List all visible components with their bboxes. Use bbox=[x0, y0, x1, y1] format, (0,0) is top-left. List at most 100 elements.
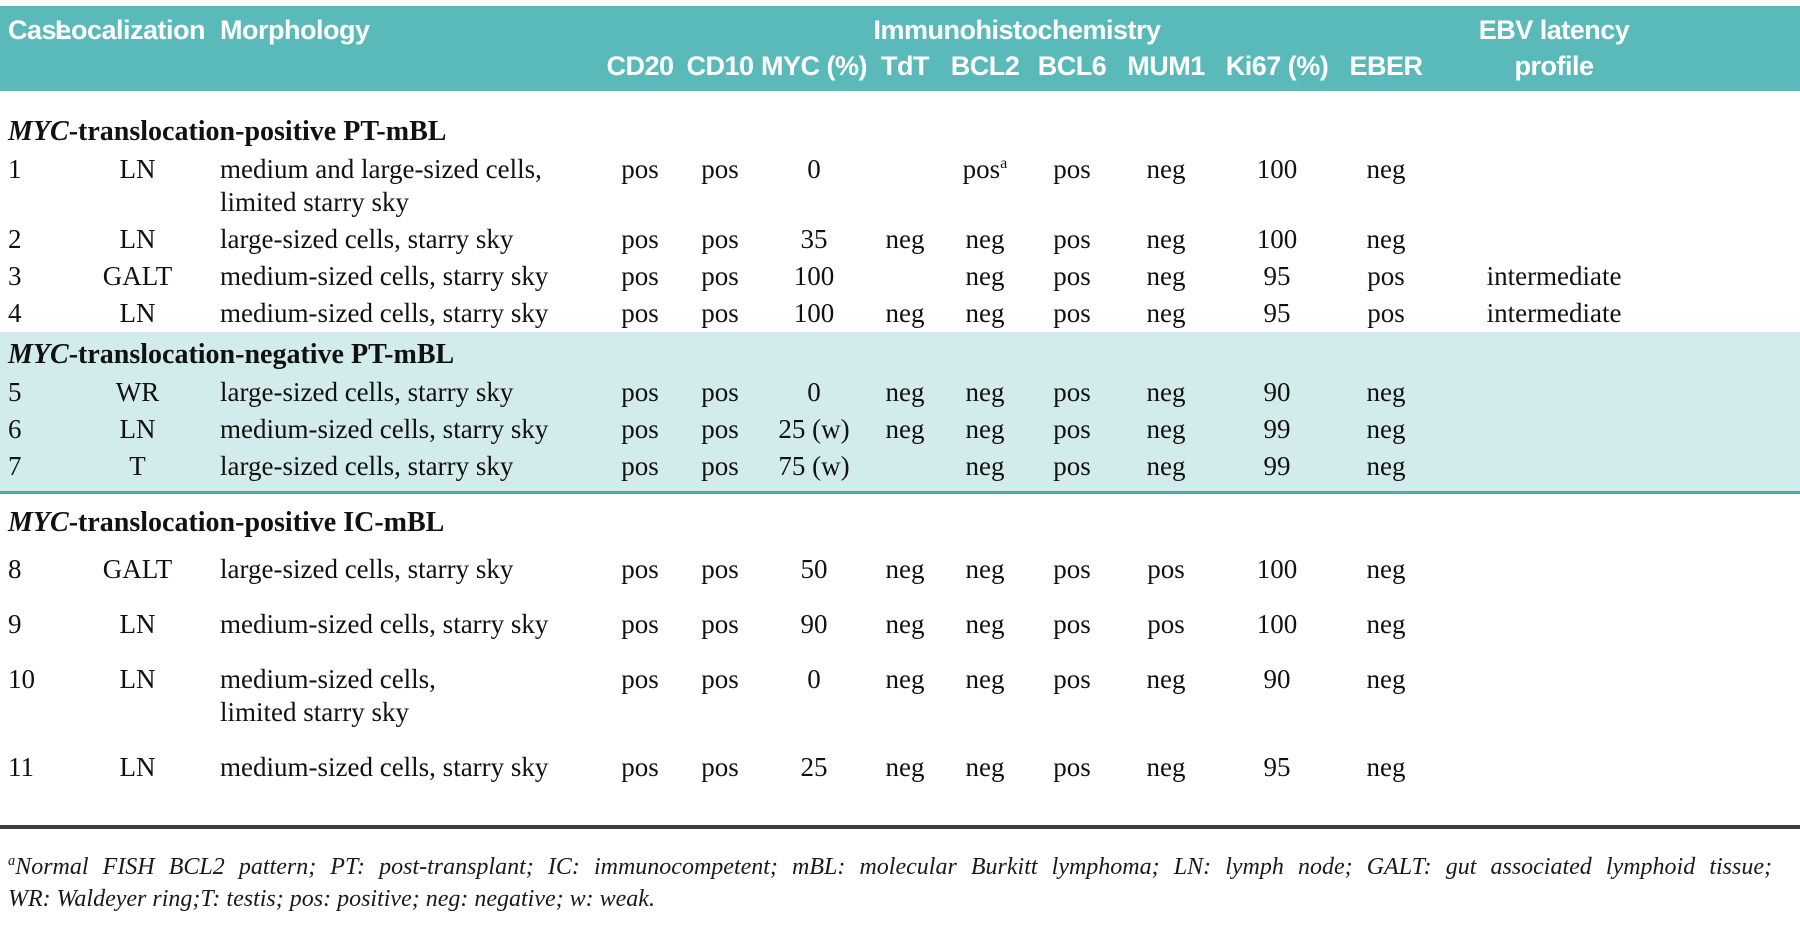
mum1-cell: neg bbox=[1146, 224, 1186, 254]
section-title-gene: MYC bbox=[8, 116, 69, 147]
col-header-tdt: TdT bbox=[868, 48, 942, 91]
ki67-cell: 90 bbox=[1263, 664, 1291, 694]
morphology-cell: medium-sized cells, starry sky bbox=[220, 258, 600, 295]
tdt-cell: neg bbox=[885, 752, 925, 782]
col-header-immunohistochemistry-group: Immunohistochemistry bbox=[600, 6, 1435, 48]
bcl2-value: neg bbox=[965, 224, 1005, 254]
cd10-cell: pos bbox=[701, 261, 739, 291]
ebv-latency-cell bbox=[1434, 542, 1674, 597]
localization-cell: LN bbox=[119, 752, 156, 782]
ebv-latency-cell bbox=[1434, 740, 1674, 795]
section-title-row: MYC-translocation-positive IC-mBL bbox=[0, 493, 1800, 543]
cd20-cell: pos bbox=[621, 609, 659, 639]
footnote: aNormal FISH BCL2 pattern; PT: post-tran… bbox=[0, 851, 1800, 915]
row-filler bbox=[1674, 258, 1800, 295]
table-row: 8 GALT large-sized cells, starry sky pos pos… bbox=[0, 542, 1800, 597]
ebv-latency-cell bbox=[1434, 448, 1675, 494]
header-row-1: Case Localization Morphology Immunohisto… bbox=[0, 6, 1800, 91]
morphology-line-1: large-sized cells, starry sky bbox=[220, 451, 514, 481]
row-filler bbox=[1674, 411, 1800, 448]
row-filler bbox=[1674, 295, 1800, 332]
cd10-cell: pos bbox=[680, 374, 760, 411]
morphology-line-1: large-sized cells, starry sky bbox=[220, 377, 514, 407]
ki67-cell: 95 bbox=[1263, 298, 1291, 328]
morphology-cell: medium-sized cells, starry sky bbox=[220, 295, 600, 332]
bcl2-cell: neg bbox=[942, 374, 1028, 411]
localization-cell: LN bbox=[119, 298, 156, 328]
case-cell: 1 bbox=[8, 154, 22, 184]
myc-cell: 50 bbox=[800, 554, 828, 584]
section-title: MYC-translocation-positive IC-mBL bbox=[0, 493, 1800, 543]
cd10-cell: pos bbox=[701, 609, 739, 639]
col-header-ebv-latency-line1: EBV latency bbox=[1434, 6, 1675, 48]
bcl6-cell: pos bbox=[1053, 261, 1091, 291]
bcl2-value: neg bbox=[965, 298, 1005, 328]
section-title: MYC-translocation-positive PT-mBL bbox=[0, 91, 1800, 151]
bcl2-cell: neg bbox=[942, 258, 1028, 295]
tdt-cell: neg bbox=[868, 374, 942, 411]
section-title-gene: MYC bbox=[8, 507, 69, 538]
morphology-line-1: medium-sized cells, starry sky bbox=[220, 752, 549, 782]
cd20-cell: pos bbox=[621, 554, 659, 584]
tdt-cell: neg bbox=[885, 664, 925, 694]
bcl2-value: neg bbox=[965, 609, 1005, 639]
page: { "colors": { "header_teal": "#5ab9b9", … bbox=[0, 6, 1800, 931]
bcl6-cell: pos bbox=[1053, 298, 1091, 328]
header-filler bbox=[1674, 6, 1800, 91]
bcl2-cell: neg bbox=[942, 411, 1028, 448]
bcl2-value: neg bbox=[965, 664, 1005, 694]
morphology-cell: medium-sized cells, starry sky bbox=[220, 411, 600, 448]
ki67-cell: 95 bbox=[1263, 752, 1291, 782]
ki67-cell: 90 bbox=[1216, 374, 1338, 411]
morphology-line-1: medium-sized cells, starry sky bbox=[220, 298, 549, 328]
ebv-latency-cell bbox=[1434, 374, 1675, 411]
myc-cell: 0 bbox=[807, 664, 821, 694]
morphology-line-1: medium and large-sized cells, bbox=[220, 154, 542, 184]
morphology-cell: large-sized cells, starry sky bbox=[220, 221, 600, 258]
cd20-cell: pos bbox=[621, 298, 659, 328]
localization-cell: LN bbox=[119, 154, 156, 184]
mum1-cell: pos bbox=[1147, 554, 1185, 584]
bcl6-cell: pos bbox=[1053, 609, 1091, 639]
table-header: Case Localization Morphology Immunohisto… bbox=[0, 6, 1800, 91]
col-header-ki67-pct: Ki67 (%) bbox=[1216, 48, 1338, 91]
localization-cell: LN bbox=[119, 664, 156, 694]
bcl2-value: neg bbox=[965, 377, 1005, 407]
myc-cell: 25 (w) bbox=[760, 411, 868, 448]
bcl2-cell: neg bbox=[942, 652, 1028, 740]
morphology-line-1: medium-sized cells, starry sky bbox=[220, 261, 549, 291]
col-header-morphology: Morphology bbox=[220, 6, 600, 91]
morphology-cell: medium-sized cells, limited starry sky bbox=[220, 652, 600, 740]
bcl2-value: neg bbox=[965, 451, 1005, 481]
ebv-latency-cell bbox=[1434, 652, 1674, 740]
footnote-superscript-a: a bbox=[8, 853, 16, 869]
bcl2-value: neg bbox=[965, 554, 1005, 584]
col-header-myc-pct: MYC (%) bbox=[760, 48, 868, 91]
morphology-cell: medium-sized cells, starry sky bbox=[220, 740, 600, 795]
ki67-cell: 99 bbox=[1216, 448, 1338, 494]
localization-cell: LN bbox=[119, 609, 156, 639]
localization-cell: GALT bbox=[102, 261, 173, 291]
col-header-cd20: CD20 bbox=[600, 48, 680, 91]
bcl2-value: neg bbox=[965, 752, 1005, 782]
bcl6-cell: pos bbox=[1053, 664, 1091, 694]
col-header-localization: Localization bbox=[55, 6, 220, 91]
ebv-latency-cell bbox=[1434, 411, 1675, 448]
ebv-latency-cell: intermediate bbox=[1486, 298, 1622, 328]
table-row: 1 LN medium and large-sized cells, limited … bbox=[0, 151, 1800, 221]
bcl2-value: neg bbox=[965, 261, 1005, 291]
ebv-latency-cell bbox=[1434, 151, 1674, 221]
table-row: 11 LN medium-sized cells, starry sky pos pos… bbox=[0, 740, 1800, 795]
bcl6-cell: pos bbox=[1028, 448, 1116, 494]
tdt-cell bbox=[868, 448, 942, 494]
ki67-cell: 100 bbox=[1256, 224, 1298, 254]
mum1-cell: neg bbox=[1116, 411, 1216, 448]
morphology-cell: large-sized cells, starry sky bbox=[220, 374, 600, 411]
eber-cell: neg bbox=[1338, 448, 1435, 494]
myc-cell: 0 bbox=[807, 154, 821, 184]
cd10-cell: pos bbox=[701, 554, 739, 584]
cd10-cell: pos bbox=[680, 411, 760, 448]
bcl6-cell: pos bbox=[1028, 411, 1116, 448]
cd20-cell: pos bbox=[621, 752, 659, 782]
section-title-gene: MYC bbox=[8, 339, 69, 370]
